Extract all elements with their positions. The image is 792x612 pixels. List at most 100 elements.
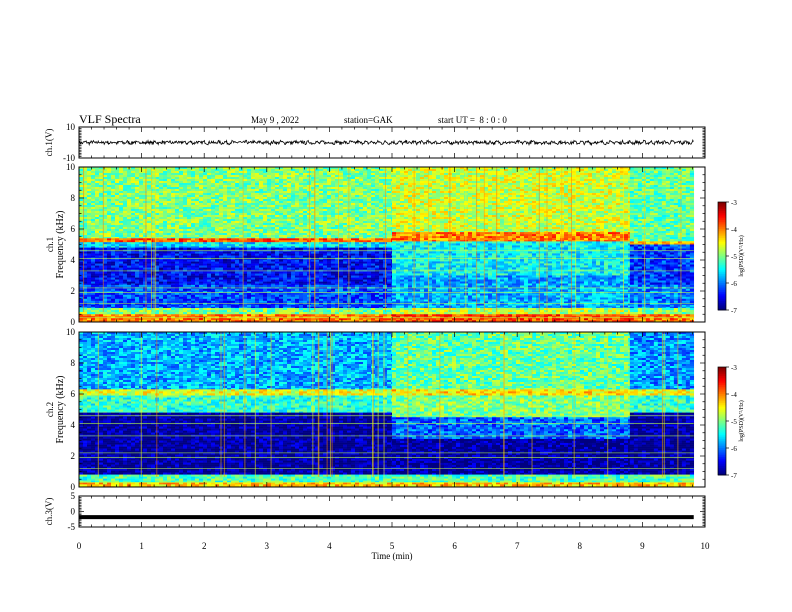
ch1-spectrogram-cell: [375, 217, 379, 219]
ch1-spectrogram-cell: [171, 227, 175, 229]
ch1-spectrogram-cell: [299, 189, 303, 191]
ch1-spectrogram-cell: [359, 235, 363, 237]
ch1-spectrogram-cell: [115, 207, 119, 209]
ch1-spectrogram-cell: [291, 203, 295, 205]
ch1-spectrogram-cell: [271, 229, 275, 231]
ch1-spectrogram-cell: [183, 197, 187, 199]
ch1-spectrogram-cell: [231, 177, 235, 179]
ch1-spectrogram-cell: [163, 235, 167, 237]
ch1-spectrogram-cell: [299, 262, 303, 264]
ch1-spectrogram-cell: [99, 173, 103, 175]
ch1-spectrogram-cell: [351, 201, 355, 203]
ch1-spectrogram-cell: [251, 183, 255, 185]
ch1-spectrogram-cell: [199, 175, 203, 177]
ch1-spectrogram-cell: [283, 189, 287, 191]
ch1-spectrogram-cell: [215, 201, 219, 203]
ch1-spectrogram-cell: [147, 240, 151, 242]
ch1-spectrogram-cell: [367, 274, 371, 276]
ch1-spectrogram-cell: [199, 238, 203, 240]
ch1-spectrogram-cell: [127, 209, 131, 211]
ch1-spectrogram-cell: [119, 205, 123, 207]
ch1-spectrogram-cell: [207, 242, 211, 244]
ch1-spectrogram-cell: [343, 264, 347, 266]
ch1-spectrogram-cell: [171, 213, 175, 215]
ch1-spectrogram-cell: [363, 227, 367, 229]
ch1-spectrogram-cell: [251, 205, 255, 207]
ch1-spectrogram-cell: [287, 171, 291, 173]
ch1-spectrogram-cell: [167, 221, 171, 223]
ch1-spectrogram-cell: [171, 272, 175, 274]
ch1-spectrogram-cell: [143, 221, 147, 223]
ch1-spectrogram-cell: [87, 211, 91, 213]
ch1-spectrogram-cell: [79, 175, 83, 177]
ch1-spectrogram-cell: [87, 219, 91, 221]
ch1-spectrogram-cell: [163, 209, 167, 211]
ch1-spectrogram-cell: [219, 217, 223, 219]
ch1-spectrogram-cell: [223, 274, 227, 276]
ch1-spectrogram-cell: [99, 244, 103, 246]
ch1-spectrogram-cell: [275, 169, 279, 171]
ch1-spectrogram-cell: [287, 240, 291, 242]
ch1-spectrogram-cell: [123, 183, 127, 185]
ch1-spectrogram-cell: [255, 191, 259, 193]
ch1-spectrogram-cell: [119, 179, 123, 181]
ch1-spectrogram-cell: [319, 183, 323, 185]
ch1-spectrogram-cell: [175, 252, 179, 254]
ch1-spectrogram-cell: [315, 205, 319, 207]
ch1-spectrogram-cell: [331, 223, 335, 225]
ch1-spectrogram-cell: [291, 215, 295, 217]
ch1-spectrogram-cell: [87, 280, 91, 282]
ch1-spectrogram-cell: [323, 215, 327, 217]
ch1-spectrogram-cell: [291, 233, 295, 235]
ch1-spectrogram-cell: [319, 238, 323, 240]
ch1-spectrogram-cell: [247, 183, 251, 185]
ch1-spectrogram-cell: [115, 169, 119, 171]
ch1-spectrogram-cell: [223, 197, 227, 199]
ch1-spectrogram-cell: [259, 272, 263, 274]
ch1-spectrogram-cell: [135, 181, 139, 183]
ch1-spectrogram-cell: [79, 171, 83, 173]
ch1-spectrogram-cell: [219, 274, 223, 276]
ch1-spectrogram-cell: [255, 193, 259, 195]
ch1-spectrogram-cell: [247, 177, 251, 179]
ch1-spectrogram-cell: [91, 201, 95, 203]
ch1-spectrogram-cell: [367, 207, 371, 209]
ch1-spectrogram-cell: [175, 264, 179, 266]
ch1-spectrogram-cell: [235, 219, 239, 221]
ch1-spectrogram-cell: [203, 215, 207, 217]
ch1-spectrogram-cell: [379, 272, 383, 274]
ch1-spectrogram-cell: [231, 211, 235, 213]
ch1-spectrogram-cell: [135, 191, 139, 193]
ch1-spectrogram-cell: [99, 295, 103, 297]
ch1-spectrogram-cell: [359, 203, 363, 205]
ch1-spectrogram-cell: [143, 260, 147, 262]
ch1-spectrogram-cell: [171, 173, 175, 175]
ch1-spectrogram-cell: [371, 173, 375, 175]
ch1-spectrogram-cell: [191, 179, 195, 181]
ch1-spectrogram-cell: [363, 175, 367, 177]
ch1-spectrogram-cell: [123, 217, 127, 219]
ch1-spectrogram-cell: [131, 203, 135, 205]
ch1-spectrogram-cell: [147, 187, 151, 189]
ch1-spectrogram-cell: [255, 203, 259, 205]
ch1-spectrogram-cell: [183, 227, 187, 229]
ch1-spectrogram-cell: [215, 173, 219, 175]
ch1-spectrogram-cell: [195, 233, 199, 235]
ch1-spectrogram-cell: [267, 199, 271, 201]
ch1-spectrogram-cell: [355, 264, 359, 266]
ch1-spectrogram-cell: [203, 177, 207, 179]
ch1-spectrogram-cell: [303, 272, 307, 274]
ch1-spectrogram-cell: [291, 264, 295, 266]
ch1-spectrogram-cell: [355, 179, 359, 181]
ch1-spectrogram-cell: [131, 189, 135, 191]
ch1-spectrogram-cell: [223, 169, 227, 171]
ch1-spectrogram-cell: [215, 282, 219, 284]
ch1-spectrogram-cell: [275, 254, 279, 256]
ch1-spectrogram-cell: [359, 262, 363, 264]
ch1-spectrogram-cell: [259, 231, 263, 233]
ch1-spectrogram-cell: [195, 179, 199, 181]
ch1-spectrogram-cell: [207, 207, 211, 209]
ch1-spectrogram-cell: [171, 282, 175, 284]
ch1-spectrogram-cell: [183, 203, 187, 205]
ch1-spectrogram-cell: [139, 280, 143, 282]
